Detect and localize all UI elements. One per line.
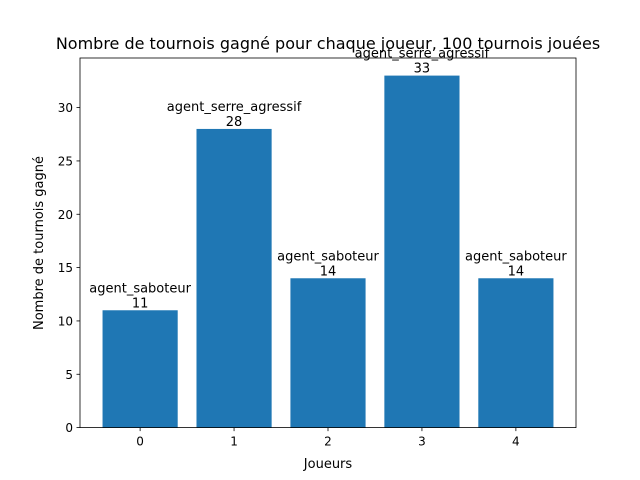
- bar-name-label-2: agent_saboteur: [277, 249, 379, 264]
- x-axis-label: Joueurs: [303, 457, 353, 472]
- x-axis-ticks: 0 1 2 3 4: [136, 427, 520, 449]
- bar-value-label-4: 14: [508, 264, 525, 279]
- bar-name-label-0: agent_saboteur: [89, 281, 191, 296]
- bar-2: [290, 278, 366, 428]
- chart-title: Nombre de tournois gagné pour chaque jou…: [56, 34, 600, 53]
- bar-labels-layer: 11agent_saboteur28agent_serre_agressif14…: [89, 47, 567, 312]
- y-tick-label-6: 30: [58, 101, 73, 115]
- bar-0: [102, 310, 178, 428]
- y-tick-label-4: 20: [58, 208, 73, 222]
- x-tick-label-4: 4: [512, 435, 520, 449]
- y-tick-label-3: 15: [58, 261, 73, 275]
- x-tick-label-2: 2: [324, 435, 332, 449]
- bar-1: [196, 128, 272, 428]
- y-tick-label-0: 0: [65, 421, 73, 435]
- y-tick-label-5: 25: [58, 154, 73, 168]
- bar-4: [478, 278, 554, 428]
- bars-layer: [102, 75, 554, 428]
- bar-value-label-1: 28: [226, 115, 243, 130]
- y-axis-label: Nombre de tournois gagné: [32, 156, 47, 330]
- x-tick-label-1: 1: [230, 435, 238, 449]
- y-tick-label-2: 10: [58, 314, 73, 328]
- x-tick-label-3: 3: [418, 435, 426, 449]
- bar-3: [384, 75, 460, 428]
- bar-value-label-0: 11: [132, 296, 149, 311]
- y-tick-label-1: 5: [65, 368, 73, 382]
- x-tick-label-0: 0: [136, 435, 144, 449]
- bar-value-label-2: 14: [320, 264, 337, 279]
- bar-value-label-3: 33: [414, 62, 431, 77]
- bar-name-label-4: agent_saboteur: [465, 249, 567, 264]
- bar-name-label-1: agent_serre_agressif: [167, 100, 302, 115]
- y-axis-ticks: 0 5 10 15 20 25 30: [58, 101, 80, 435]
